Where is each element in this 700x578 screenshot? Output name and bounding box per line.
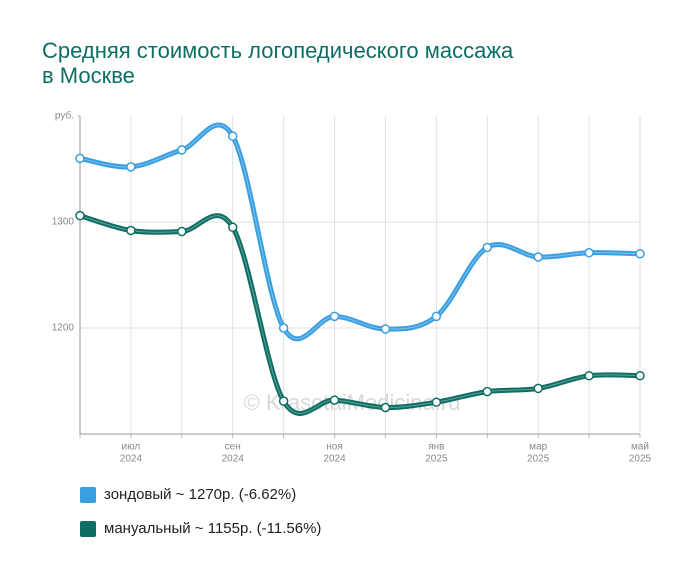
legend-label: мануальный ~ 1155р. (-11.56%) [104, 520, 321, 537]
point [75, 153, 85, 164]
x-tick-label: 2025 [527, 454, 550, 465]
y-tick-label: руб. [55, 110, 74, 122]
x-tick-label: 2025 [629, 454, 652, 465]
point [278, 323, 289, 333]
x-tick-label: июл [122, 442, 141, 453]
point [635, 370, 645, 381]
x-tick-label: мар [529, 442, 547, 453]
point [380, 402, 391, 413]
x-tick-label: май [631, 442, 649, 453]
series-line-highlight [79, 215, 641, 414]
x-tick-label: 2025 [425, 454, 448, 465]
point [227, 222, 238, 233]
point [75, 210, 85, 221]
point [126, 162, 136, 172]
point [380, 324, 391, 334]
point [177, 226, 187, 237]
point [635, 249, 645, 259]
chart-title: в Москве [42, 63, 135, 88]
y-tick-label: 1200 [52, 323, 75, 334]
point [431, 397, 442, 407]
point [227, 131, 238, 141]
point [329, 395, 340, 405]
chart-title: Средняя стоимость логопедического массаж… [42, 38, 514, 63]
point [584, 370, 594, 381]
point [533, 383, 543, 394]
point [329, 311, 340, 322]
x-tick-label: 2024 [120, 454, 143, 465]
x-tick-label: янв [428, 442, 444, 453]
point [177, 145, 187, 155]
x-tick-label: сен [225, 442, 241, 453]
point [278, 396, 289, 406]
point [533, 252, 543, 262]
legend-label: зондовый ~ 1270р. (-6.62%) [104, 486, 296, 503]
x-tick-label: ноя [326, 442, 343, 453]
x-tick-label: 2024 [323, 454, 346, 465]
x-tick-label: 2024 [222, 454, 245, 465]
point [482, 386, 493, 397]
point [482, 242, 493, 253]
point [584, 247, 594, 258]
point [431, 311, 442, 322]
point [126, 225, 136, 236]
y-tick-label: 1300 [52, 217, 75, 228]
legend-swatch [80, 521, 96, 537]
legend-swatch [80, 487, 96, 503]
